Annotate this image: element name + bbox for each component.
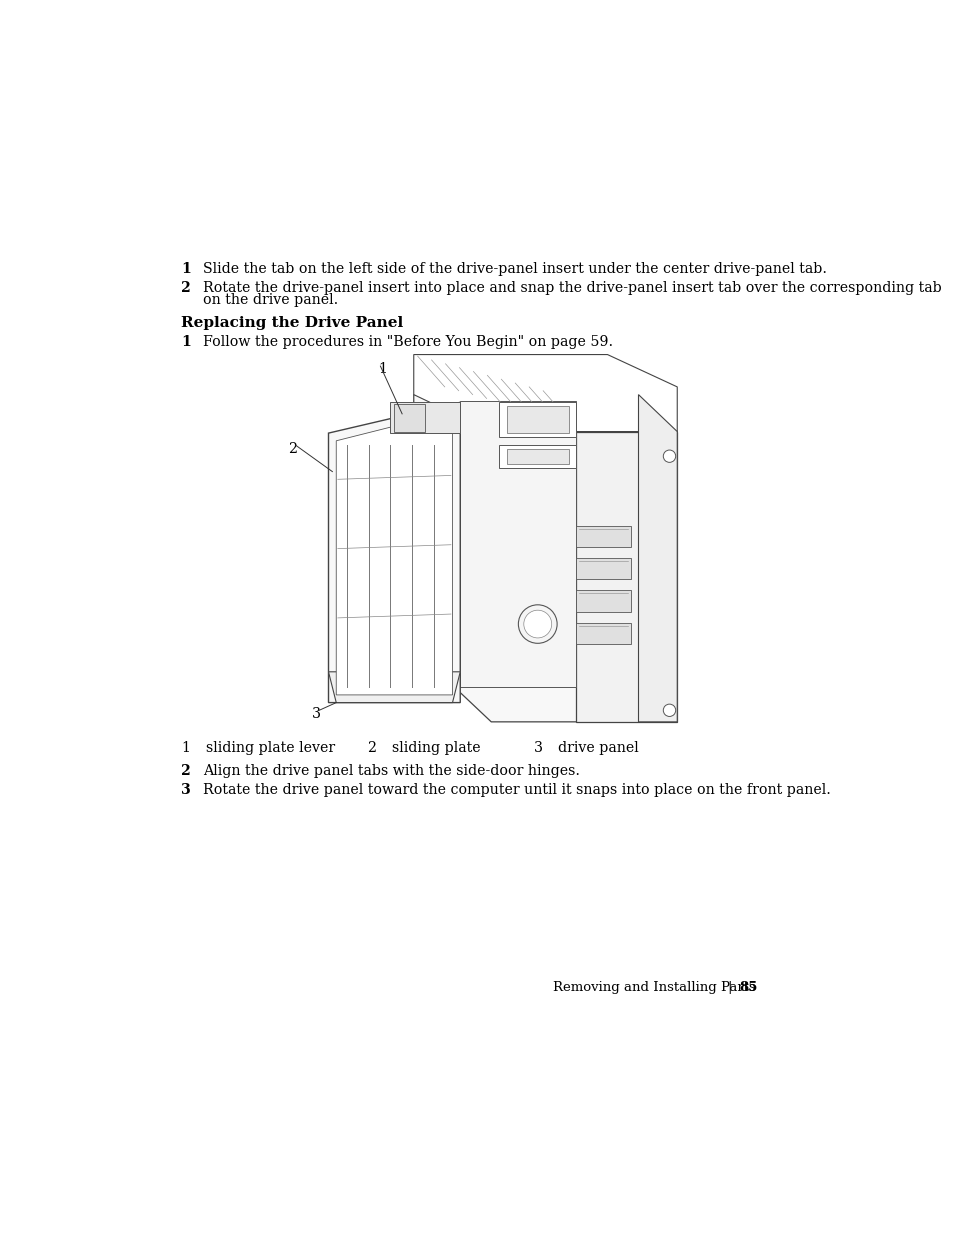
- Text: 3: 3: [534, 741, 542, 755]
- Polygon shape: [459, 401, 576, 687]
- Text: 2: 2: [181, 764, 191, 778]
- Text: 3: 3: [311, 708, 320, 721]
- Text: 2: 2: [367, 741, 375, 755]
- Text: sliding plate: sliding plate: [382, 741, 480, 755]
- Polygon shape: [506, 448, 568, 464]
- Text: 2: 2: [181, 280, 191, 295]
- Polygon shape: [498, 445, 576, 468]
- Circle shape: [662, 450, 675, 462]
- Polygon shape: [576, 622, 630, 645]
- Polygon shape: [414, 395, 677, 721]
- Text: on the drive panel.: on the drive panel.: [203, 293, 338, 308]
- Text: 1: 1: [377, 362, 387, 377]
- Polygon shape: [498, 403, 576, 437]
- Text: Removing and Installing Parts: Removing and Installing Parts: [553, 982, 755, 994]
- Text: Align the drive panel tabs with the side-door hinges.: Align the drive panel tabs with the side…: [203, 764, 579, 778]
- Polygon shape: [414, 354, 677, 431]
- Text: Rotate the drive panel toward the computer until it snaps into place on the fron: Rotate the drive panel toward the comput…: [203, 783, 830, 797]
- Text: 2: 2: [288, 442, 297, 457]
- Polygon shape: [328, 672, 459, 703]
- Polygon shape: [576, 590, 630, 611]
- Text: sliding plate lever: sliding plate lever: [196, 741, 335, 755]
- Circle shape: [523, 610, 551, 638]
- Polygon shape: [576, 526, 630, 547]
- Text: 1: 1: [181, 262, 191, 277]
- Text: Follow the procedures in "Before You Begin" on page 59.: Follow the procedures in "Before You Beg…: [203, 335, 613, 348]
- Polygon shape: [328, 403, 459, 703]
- Text: Slide the tab on the left side of the drive-panel insert under the center drive-: Slide the tab on the left side of the dr…: [203, 262, 826, 277]
- Text: 3: 3: [181, 783, 191, 797]
- Text: drive panel: drive panel: [549, 741, 639, 755]
- Polygon shape: [394, 404, 425, 431]
- Polygon shape: [390, 403, 459, 433]
- Text: 1: 1: [181, 335, 191, 348]
- Polygon shape: [576, 431, 677, 721]
- Polygon shape: [638, 395, 677, 721]
- Polygon shape: [576, 558, 630, 579]
- Text: 1: 1: [181, 741, 190, 755]
- Text: Rotate the drive-panel insert into place and snap the drive-panel insert tab ove: Rotate the drive-panel insert into place…: [203, 280, 941, 295]
- Text: 85: 85: [739, 982, 757, 994]
- Polygon shape: [335, 411, 452, 695]
- Circle shape: [517, 605, 557, 643]
- Polygon shape: [506, 406, 568, 433]
- Text: Replacing the Drive Panel: Replacing the Drive Panel: [181, 316, 403, 330]
- Text: |: |: [727, 982, 731, 994]
- Circle shape: [662, 704, 675, 716]
